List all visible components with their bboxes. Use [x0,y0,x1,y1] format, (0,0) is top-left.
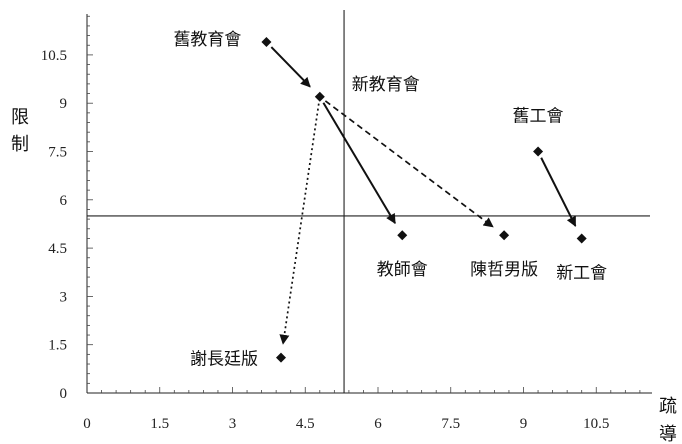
label-background [347,71,424,96]
y-tick-label: 3 [60,289,68,305]
x-tick-labels: 0 1.5 3 4.5 6 7.5 9 10.5 [83,416,609,432]
label-background [508,103,568,128]
point-label: 新教育會 [352,75,420,95]
x-axis-label: 疏 [659,396,677,417]
label-background [186,346,262,371]
x-axis-label-2: 導 [659,424,677,444]
label-background [466,257,543,282]
diamond-marker [276,352,286,363]
label-background [169,27,246,52]
arrow-solid [270,46,311,88]
y-tick-label: 0 [60,386,68,402]
diamond-marker [397,230,408,241]
x-tick-label: 10.5 [583,416,609,432]
x-tick-label: 9 [520,416,528,432]
y-tick-label: 4.5 [48,241,67,257]
point-label: 舊工會 [513,107,564,127]
x-tick-label: 7.5 [441,416,460,432]
y-tick-label: 6 [60,193,68,209]
y-tick-label: 7.5 [48,145,67,161]
diamond-marker [314,91,325,102]
y-axis-label: 限 [11,107,29,128]
point-label: 謝長廷版 [190,350,258,370]
x-tick-label: 6 [374,416,382,432]
x-tick-label: 4.5 [296,416,315,432]
label-background [552,260,612,285]
y-tick-label: 9 [60,96,68,112]
plot-frame [86,14,652,394]
diamond-marker [576,233,587,244]
y-tick-label: 10.5 [41,48,67,64]
x-tick-label: 1.5 [150,416,169,432]
transition-arrows [270,46,577,345]
arrow-dotted [279,103,320,345]
diamond-marker [499,230,510,241]
diamond-marker [261,37,272,48]
y-tick-labels: 0 1.5 3 4.5 6 7.5 9 10.5 [41,48,68,402]
arrow-solid [540,157,577,227]
data-points [261,37,587,363]
point-label: 教師會 [377,260,428,280]
point-label: 舊教育會 [173,30,241,50]
minor-ticks [87,15,641,393]
label-background [372,257,432,282]
y-tick-label: 1.5 [48,338,67,354]
arrow-dashed [324,100,494,228]
diamond-marker [533,146,544,157]
x-tick-label: 3 [229,416,237,432]
x-tick-label: 0 [83,416,91,432]
point-label: 陳哲男版 [470,260,538,280]
y-axis-label-2: 制 [11,134,29,155]
arrow-solid [322,102,396,225]
point-label: 新工會 [556,263,607,283]
